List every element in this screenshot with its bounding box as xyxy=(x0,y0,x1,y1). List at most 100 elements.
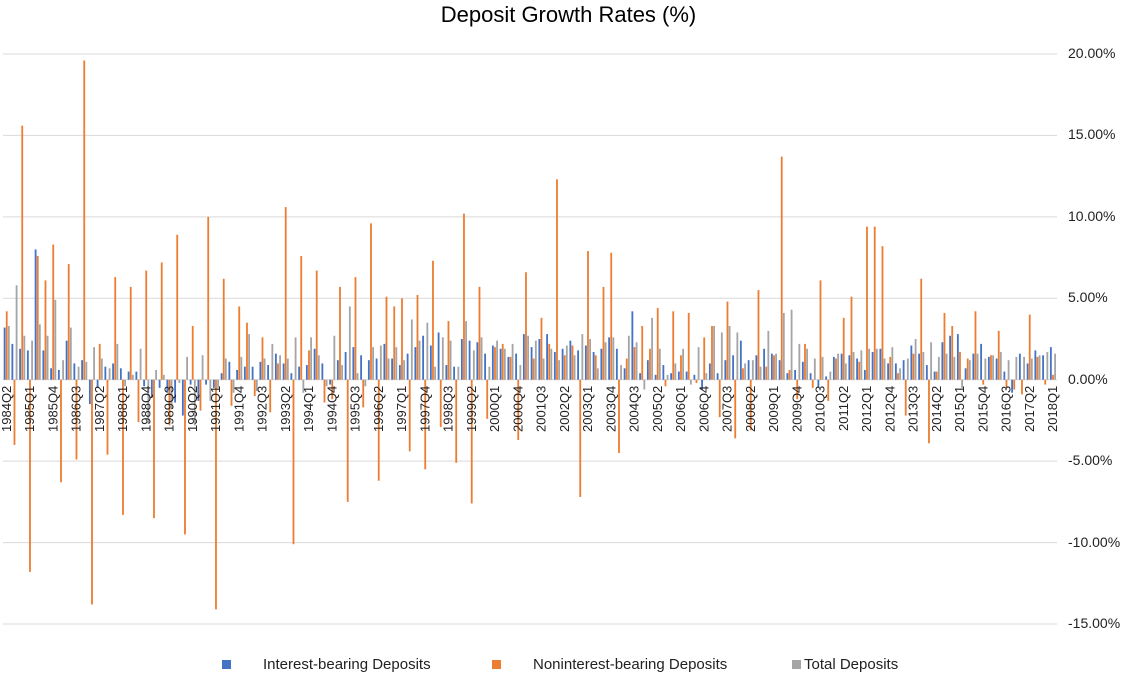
bar xyxy=(925,365,928,380)
bar xyxy=(88,379,91,405)
bar xyxy=(1003,371,1006,380)
bar xyxy=(734,379,737,439)
bar xyxy=(1005,379,1008,388)
bar xyxy=(432,260,434,380)
bar xyxy=(786,373,789,380)
bar xyxy=(116,343,119,380)
bar xyxy=(982,379,985,385)
bar xyxy=(426,322,429,380)
bar xyxy=(1038,355,1041,380)
bar xyxy=(778,360,781,380)
bar xyxy=(317,355,320,380)
x-tick-label: 1998Q3 xyxy=(441,386,456,432)
legend-item-noninterest-bearing: Noninterest-bearing Deposits xyxy=(492,656,727,673)
bar xyxy=(819,280,822,380)
bar xyxy=(455,379,458,463)
bar xyxy=(315,270,318,380)
x-tick-label: 1994Q1 xyxy=(301,386,316,432)
bar xyxy=(825,376,828,380)
bar xyxy=(75,379,78,460)
bar xyxy=(212,379,215,388)
bar xyxy=(968,360,971,380)
bar xyxy=(858,361,861,380)
bar xyxy=(129,286,132,380)
bar xyxy=(246,322,248,380)
bar xyxy=(472,350,475,380)
bar xyxy=(449,340,452,380)
x-tick-label: 2000Q4 xyxy=(510,386,525,432)
bar xyxy=(780,156,783,380)
x-tick-label: 2015Q1 xyxy=(952,386,967,432)
x-tick-label: 2005Q2 xyxy=(650,386,665,432)
bar xyxy=(987,356,990,380)
bar xyxy=(496,340,498,380)
bar xyxy=(181,379,184,416)
bar xyxy=(403,360,405,380)
bar xyxy=(711,325,713,380)
x-tick-label: 1991Q1 xyxy=(208,386,223,432)
bar xyxy=(1046,352,1049,380)
x-tick-label: 2003Q1 xyxy=(580,386,595,432)
bar xyxy=(511,343,514,380)
legend-label: Interest-bearing Deposits xyxy=(263,656,431,673)
bar xyxy=(321,363,324,380)
bar xyxy=(594,355,597,380)
bar xyxy=(631,311,634,380)
bar xyxy=(269,379,272,413)
bar xyxy=(530,347,533,380)
bar xyxy=(153,379,155,519)
bar xyxy=(509,356,512,380)
bar xyxy=(538,339,541,380)
bar xyxy=(579,379,582,497)
bar xyxy=(703,337,706,380)
bar xyxy=(112,363,115,380)
y-tick-label: 20.00% xyxy=(1068,45,1116,61)
bar xyxy=(550,348,553,380)
bar xyxy=(42,350,45,380)
bar xyxy=(379,345,382,380)
bar xyxy=(323,379,326,403)
bar xyxy=(945,353,948,380)
bar xyxy=(829,371,832,380)
bar xyxy=(34,249,37,380)
x-tick-label: 1993Q2 xyxy=(278,386,293,432)
bar xyxy=(744,363,746,380)
bar xyxy=(654,374,657,380)
bar xyxy=(569,340,572,380)
bar xyxy=(943,312,946,380)
bar xyxy=(160,262,163,380)
bar xyxy=(525,272,527,380)
bar xyxy=(664,379,667,387)
bar xyxy=(282,363,285,380)
bar xyxy=(193,379,196,426)
bar xyxy=(127,371,130,380)
x-tick-label: 1986Q3 xyxy=(69,386,84,432)
x-tick-label: 1997Q1 xyxy=(394,386,409,432)
bar xyxy=(207,216,210,380)
x-tick-label: 2000Q1 xyxy=(487,386,502,432)
bar xyxy=(1034,350,1037,380)
legend-item-total: Total Deposits xyxy=(792,656,898,673)
bar xyxy=(724,360,727,380)
bar xyxy=(889,356,892,380)
bar xyxy=(615,348,618,380)
bar xyxy=(879,348,882,380)
x-tick-label: 2016Q3 xyxy=(999,386,1014,432)
bar xyxy=(608,337,611,380)
bar xyxy=(65,340,68,380)
bar xyxy=(339,286,341,380)
legend-item-interest-bearing: Interest-bearing Deposits xyxy=(222,656,431,673)
x-tick-label: 2012Q4 xyxy=(882,386,897,432)
x-tick-label: 2006Q4 xyxy=(696,386,711,432)
bar xyxy=(548,343,551,380)
bar xyxy=(587,251,589,380)
legend-swatch-orange xyxy=(492,660,501,669)
bar xyxy=(387,358,390,380)
bar xyxy=(1052,374,1054,380)
x-tick-label: 2004Q3 xyxy=(627,386,642,432)
bar xyxy=(658,348,661,380)
bar xyxy=(966,358,969,380)
bar xyxy=(313,348,316,380)
bar xyxy=(534,340,537,380)
bar xyxy=(31,340,33,380)
